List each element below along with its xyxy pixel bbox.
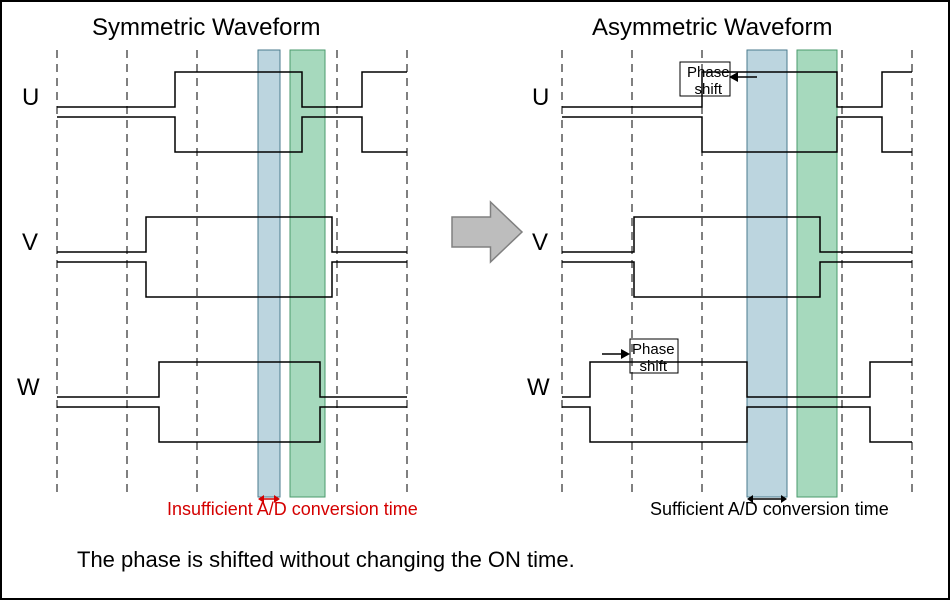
diagram-frame: Symmetric Waveform Asymmetric Waveform U…	[0, 0, 950, 600]
waveform-svg	[2, 2, 950, 602]
